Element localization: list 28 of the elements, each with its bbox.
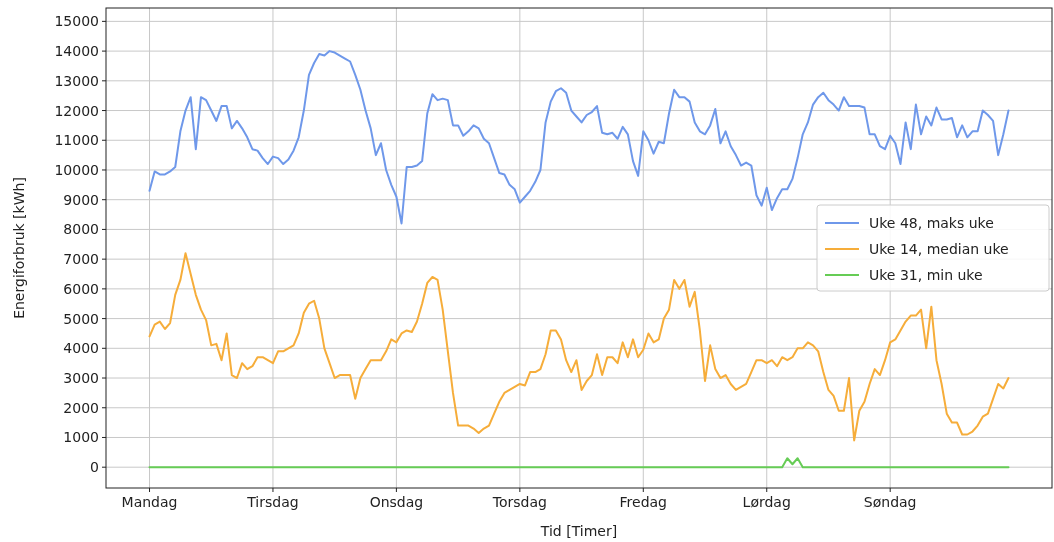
x-tick-label: Torsdag bbox=[491, 494, 547, 510]
y-tick-label: 0 bbox=[90, 459, 99, 476]
y-tick-label: 14000 bbox=[54, 43, 99, 60]
y-tick-label: 6000 bbox=[63, 280, 99, 297]
y-tick-label: 11000 bbox=[54, 132, 99, 149]
x-tick-label: Søndag bbox=[863, 494, 917, 510]
y-tick-label: 3000 bbox=[63, 370, 99, 387]
legend-label: Uke 31, min uke bbox=[869, 267, 983, 283]
x-tick-label: Lørdag bbox=[742, 494, 791, 510]
y-axis-title: Energiforbruk [kWh] bbox=[11, 177, 27, 319]
x-tick-label: Tirsdag bbox=[246, 494, 299, 510]
y-tick-label: 7000 bbox=[63, 251, 99, 268]
y-tick-label: 2000 bbox=[63, 399, 99, 416]
y-tick-label: 1000 bbox=[63, 429, 99, 446]
y-tick-label: 5000 bbox=[63, 310, 99, 327]
y-tick-label: 10000 bbox=[54, 161, 99, 178]
legend-label: Uke 14, median uke bbox=[869, 241, 1009, 257]
legend-label: Uke 48, maks uke bbox=[869, 215, 994, 231]
y-tick-label: 4000 bbox=[63, 340, 99, 357]
y-tick-label: 13000 bbox=[54, 72, 99, 89]
x-axis-title: Tid [Timer] bbox=[539, 523, 618, 539]
x-tick-label: Fredag bbox=[619, 494, 668, 510]
x-tick-label: Onsdag bbox=[369, 494, 424, 510]
y-tick-label: 15000 bbox=[54, 13, 99, 30]
y-tick-label: 8000 bbox=[63, 221, 99, 238]
x-tick-label: Mandag bbox=[121, 494, 178, 510]
y-tick-label: 12000 bbox=[54, 102, 99, 119]
y-tick-label: 9000 bbox=[63, 191, 99, 208]
